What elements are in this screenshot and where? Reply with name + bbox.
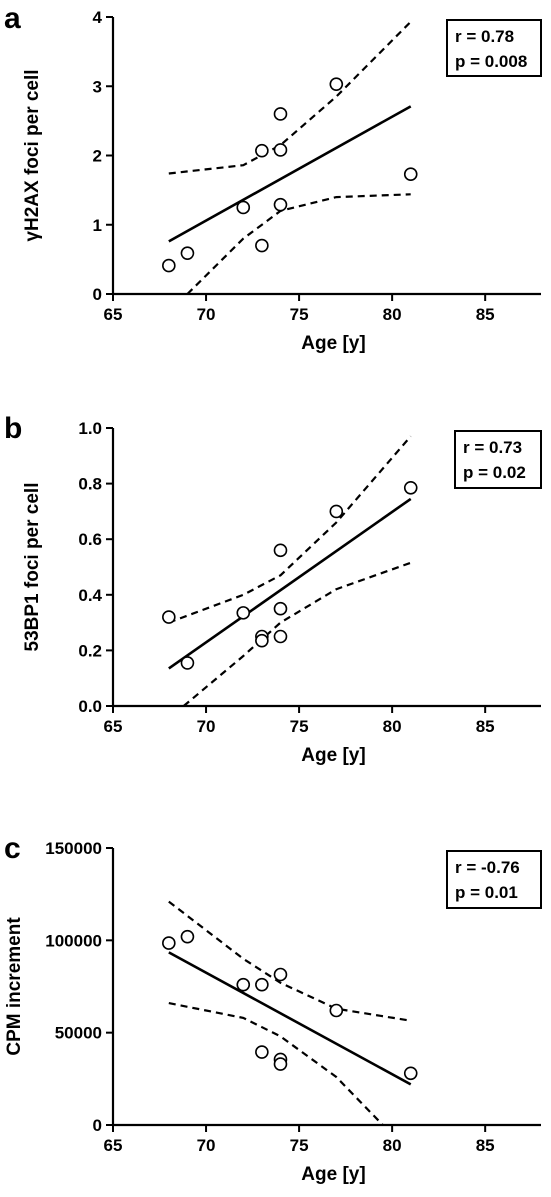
x-tick-label: 65 xyxy=(104,1136,123,1155)
data-point xyxy=(236,606,251,620)
p-value-label: p = 0.02 xyxy=(463,463,526,482)
correlation-r-label: r = 0.73 xyxy=(463,438,522,457)
correlation-r-label: r = -0.76 xyxy=(455,858,520,877)
data-point xyxy=(162,258,176,273)
y-tick-label: 2 xyxy=(93,147,102,166)
data-point xyxy=(329,1003,344,1018)
stats-box xyxy=(446,19,542,77)
data-point xyxy=(273,107,288,121)
regression-line xyxy=(168,951,412,1086)
x-tick-label: 85 xyxy=(476,305,495,324)
regression-line xyxy=(168,105,412,243)
data-point xyxy=(273,143,288,157)
data-point xyxy=(236,977,251,992)
data-point xyxy=(255,238,269,253)
x-tick-label: 75 xyxy=(290,1136,309,1155)
y-axis-title: γH2AX foci per cell xyxy=(22,69,43,241)
data-point xyxy=(255,977,269,992)
p-value-label: p = 0.008 xyxy=(455,52,527,71)
panel-letter: b xyxy=(4,412,22,445)
ci-lower-line xyxy=(182,561,412,707)
x-tick-label: 70 xyxy=(197,1136,216,1155)
ci-lower-line xyxy=(168,1002,384,1126)
y-tick-label: 0.2 xyxy=(78,641,102,660)
y-tick-label: 0 xyxy=(93,285,102,304)
y-tick-label: 50000 xyxy=(55,1024,102,1043)
y-tick-label: 1.0 xyxy=(78,419,102,438)
data-point xyxy=(255,633,269,648)
x-tick-label: 70 xyxy=(197,305,216,324)
panel-b: b 65 70 75 80 85 0.0 0.2 0.4 0.6 0.8 1.0 Age [y] 53BP… xyxy=(4,412,542,766)
x-tick-label: 80 xyxy=(383,717,402,736)
panel-letter: a xyxy=(4,2,21,35)
ci-lower-line xyxy=(186,193,411,295)
ci-upper-line xyxy=(168,21,412,175)
y-tick-label: 0 xyxy=(93,1116,102,1135)
y-tick-label: 0.6 xyxy=(78,530,102,549)
x-axis-title: Age [y] xyxy=(301,333,365,354)
data-point xyxy=(255,143,269,158)
data-point xyxy=(273,1057,288,1071)
data-point xyxy=(403,480,418,495)
y-axis-title: CPM increment xyxy=(4,917,25,1056)
data-point xyxy=(180,656,195,670)
panel-letter: c xyxy=(4,832,21,865)
data-point xyxy=(180,929,195,944)
data-point xyxy=(273,197,288,212)
y-tick-label: 150000 xyxy=(45,839,102,858)
data-point xyxy=(403,1066,418,1081)
y-tick-label: 100000 xyxy=(45,931,102,950)
y-tick-label: 4 xyxy=(93,8,103,27)
p-value-label: p = 0.01 xyxy=(455,883,518,902)
regression-line xyxy=(168,497,412,670)
x-axis-title: Age [y] xyxy=(301,745,365,766)
x-tick-label: 85 xyxy=(476,717,495,736)
y-tick-label: 3 xyxy=(93,77,102,96)
y-axis-title: 53BP1 foci per cell xyxy=(22,483,43,652)
data-point xyxy=(236,200,251,215)
data-point xyxy=(273,601,288,616)
x-tick-label: 65 xyxy=(104,305,123,324)
stats-box xyxy=(446,850,542,909)
data-point xyxy=(273,543,288,558)
x-tick-label: 75 xyxy=(290,305,309,324)
x-tick-label: 85 xyxy=(476,1136,495,1155)
panel-c: c 65 70 75 80 85 0 50000 100000 150000 Age [y] CPM … xyxy=(4,832,542,1185)
data-point xyxy=(329,504,344,519)
x-axis-title: Age [y] xyxy=(301,1164,365,1185)
data-point xyxy=(273,629,288,644)
ci-upper-line xyxy=(168,900,411,1022)
stats-box xyxy=(454,430,542,489)
x-tick-label: 80 xyxy=(383,1136,402,1155)
data-point xyxy=(180,246,195,260)
data-point xyxy=(255,1045,269,1059)
correlation-r-label: r = 0.78 xyxy=(455,27,514,46)
data-point xyxy=(162,936,176,950)
x-tick-label: 80 xyxy=(383,305,402,324)
ci-upper-line xyxy=(168,435,412,624)
y-tick-label: 0.4 xyxy=(78,586,102,605)
x-tick-label: 70 xyxy=(197,717,216,736)
panel-a: a 65 70 75 80 85 0 1 2 3 4 Age [y] γH2AX foci per ce… xyxy=(4,2,542,354)
data-point xyxy=(329,77,344,91)
data-point xyxy=(403,167,418,181)
data-point xyxy=(162,610,176,624)
y-tick-label: 0.0 xyxy=(78,697,102,716)
x-tick-label: 65 xyxy=(104,717,123,736)
x-tick-label: 75 xyxy=(290,717,309,736)
y-tick-label: 0.8 xyxy=(78,475,102,494)
y-tick-label: 1 xyxy=(93,216,102,235)
data-point xyxy=(273,967,288,982)
